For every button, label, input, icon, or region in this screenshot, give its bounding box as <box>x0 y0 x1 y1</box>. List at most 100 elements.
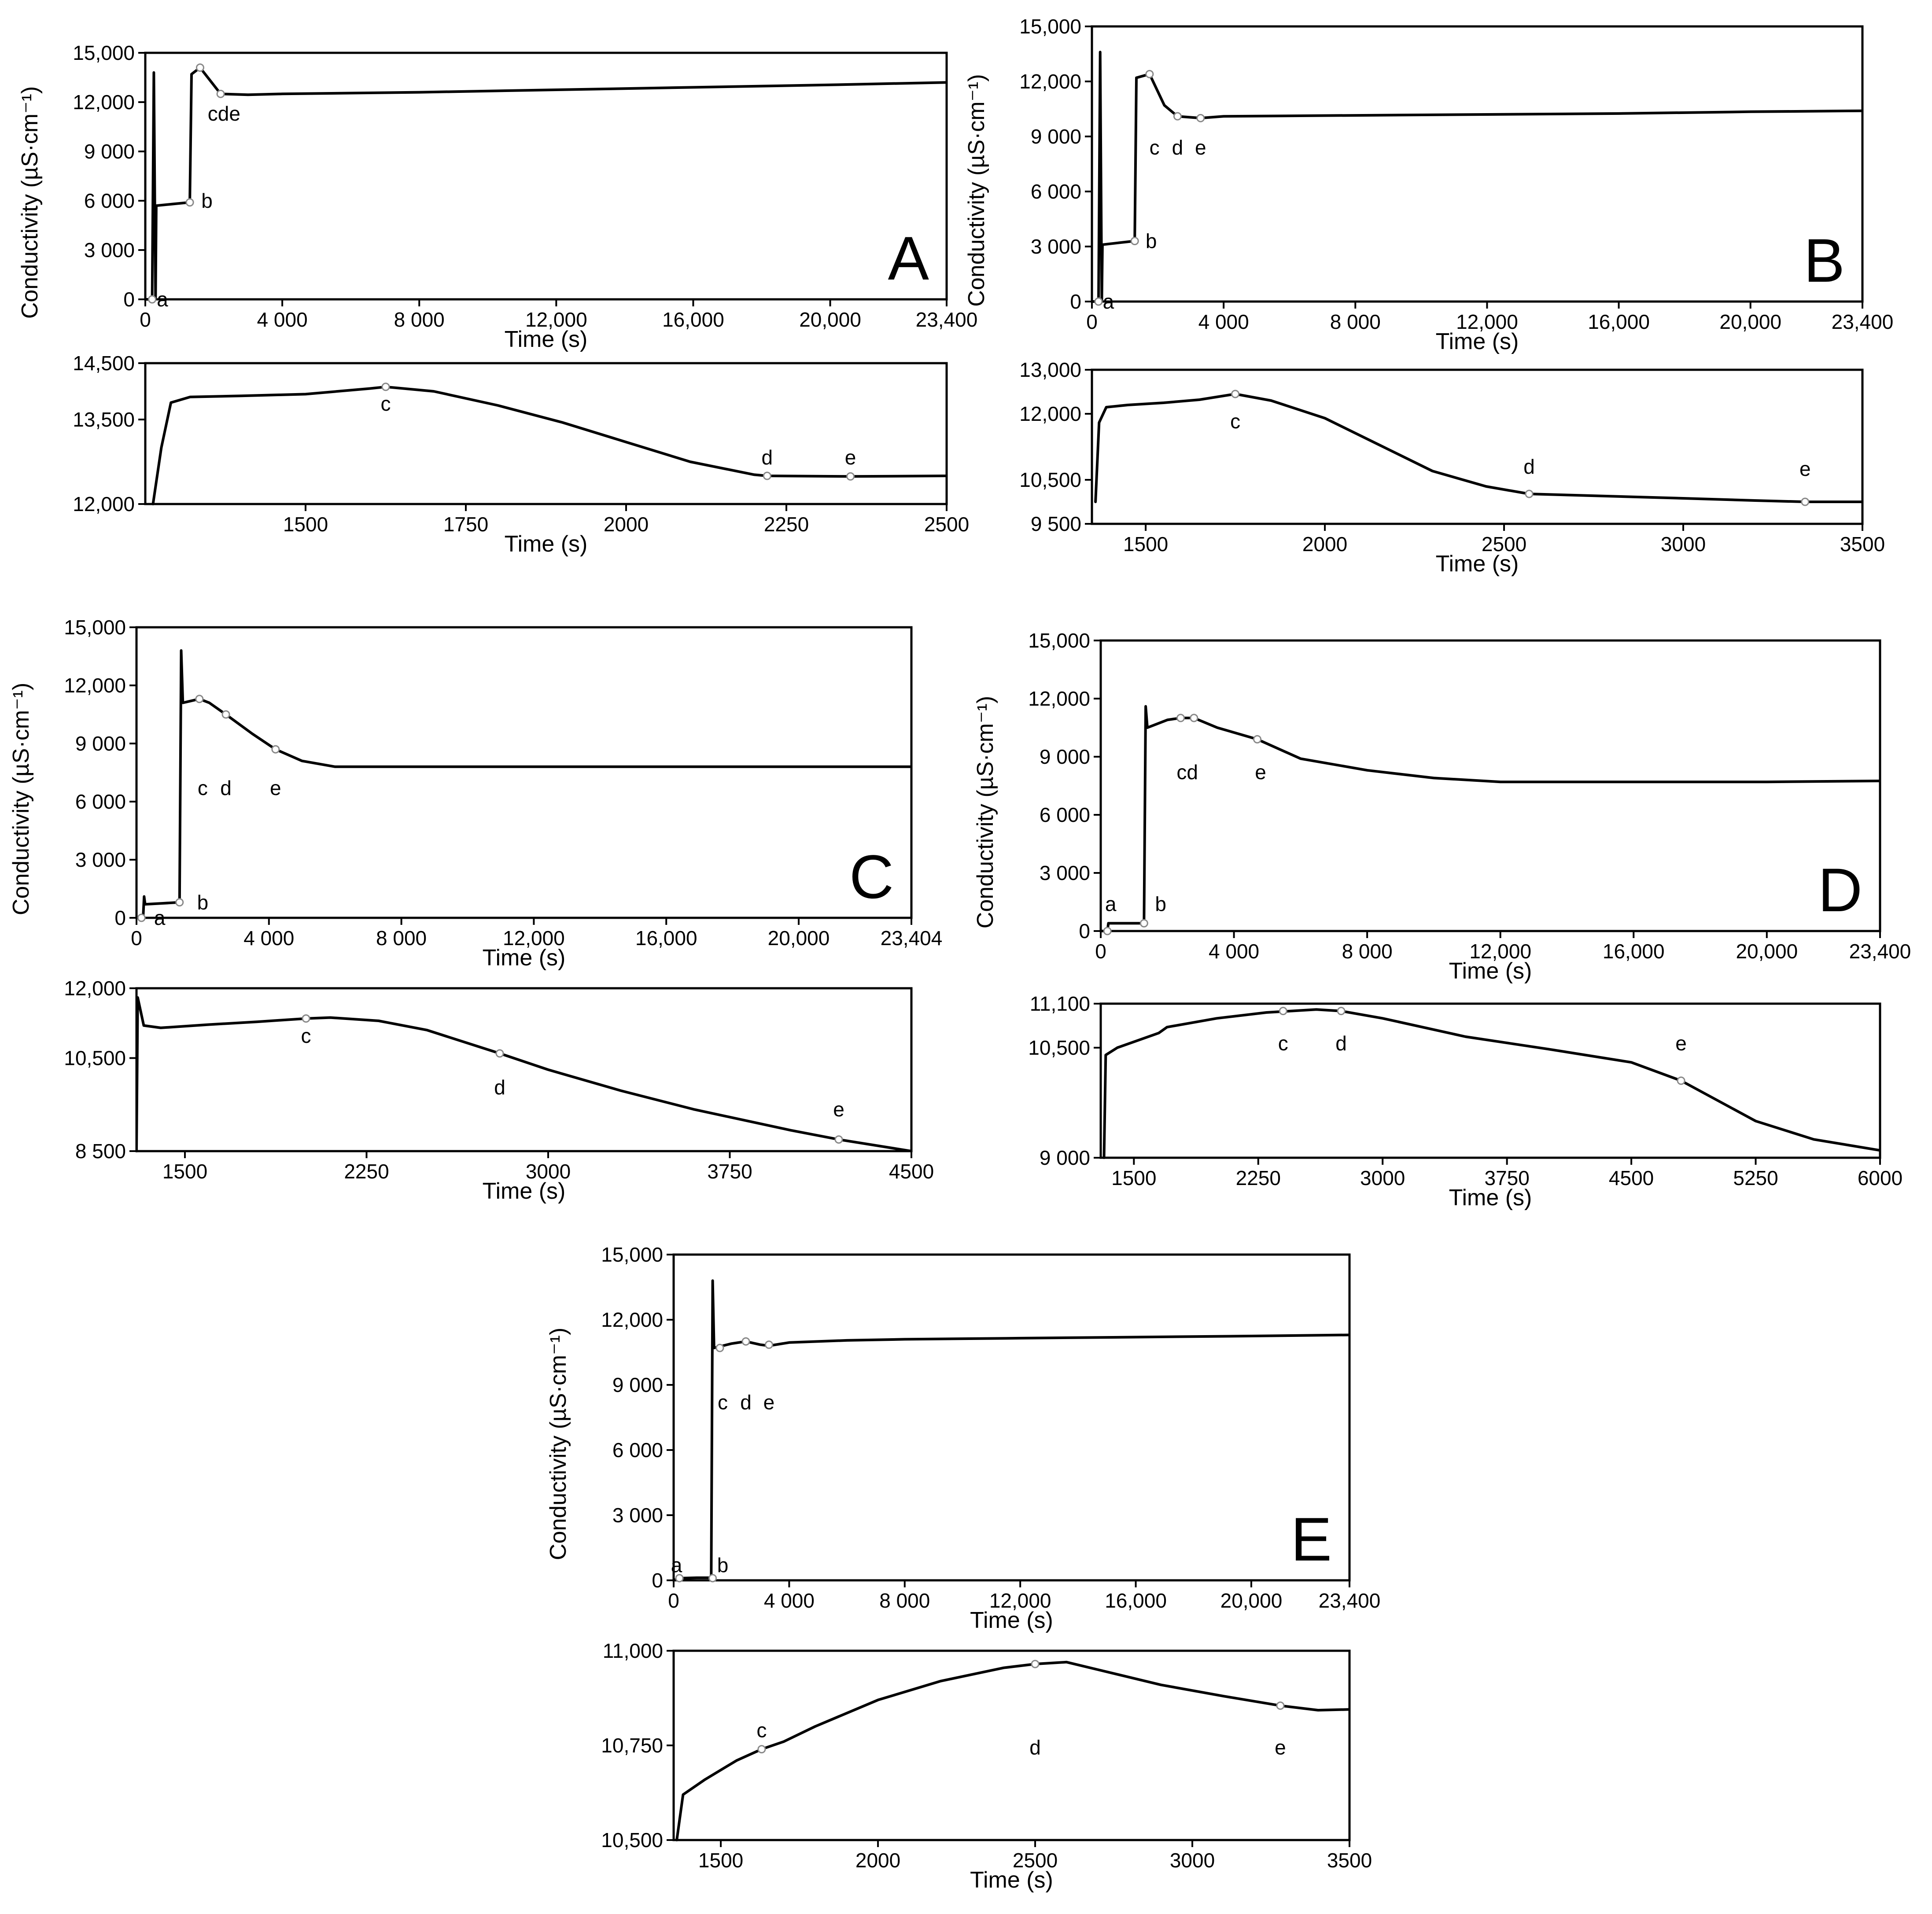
x-tick-label: 1750 <box>443 513 488 536</box>
point-label: d <box>762 446 773 469</box>
sample-point-marker <box>1103 927 1112 935</box>
x-tick-label: 20,000 <box>1220 1589 1283 1612</box>
sample-point-marker <box>1139 919 1148 928</box>
x-tick-label: 3750 <box>1484 1167 1529 1189</box>
y-tick-label: 12,000 <box>1028 687 1090 710</box>
y-tick-label: 12,000 <box>1019 402 1081 425</box>
x-axis-title: Time (s) <box>505 327 588 352</box>
y-tick-label: 3 000 <box>1040 861 1090 884</box>
point-label: e <box>763 1391 775 1413</box>
y-tick-label: 12,000 <box>73 493 135 515</box>
y-tick-label: 12,000 <box>73 91 135 114</box>
x-axis-title: Time (s) <box>970 1608 1053 1633</box>
sample-point-marker <box>1094 297 1103 306</box>
x-tick-label: 3000 <box>1170 1849 1215 1872</box>
y-tick-label: 9 000 <box>612 1373 663 1396</box>
sample-point-marker <box>715 1343 724 1352</box>
x-tick-label: 4500 <box>1609 1167 1654 1189</box>
x-tick-label: 3500 <box>1840 533 1885 556</box>
x-tick-label: 2000 <box>604 513 649 536</box>
y-tick-label: 0 <box>1079 920 1090 942</box>
point-label: e <box>1799 457 1811 480</box>
point-label: d <box>220 777 232 799</box>
sample-point-marker <box>1253 735 1262 744</box>
chart-E-full: 0 4 000 8 000 12,000 16,000 20,000 23,400 0 3 00… <box>546 1243 1380 1633</box>
y-tick-label: 8 500 <box>75 1140 126 1163</box>
x-tick-label: 2500 <box>1482 533 1526 556</box>
y-tick-label: 9 000 <box>1040 745 1090 768</box>
y-tick-label: 15,000 <box>1028 629 1090 652</box>
sample-point-marker <box>834 1135 843 1144</box>
x-tick-label: 2000 <box>1302 533 1347 556</box>
y-tick-label: 13,000 <box>1019 358 1081 381</box>
y-tick-label: 3 000 <box>1031 235 1081 258</box>
point-label: a <box>157 288 168 311</box>
point-label: e <box>1275 1736 1286 1759</box>
point-label: e <box>1195 136 1206 159</box>
y-tick-label: 6 000 <box>75 790 126 813</box>
x-tick-label: 8 000 <box>879 1589 930 1612</box>
series-line <box>136 649 911 919</box>
point-label: c <box>756 1719 767 1742</box>
y-tick-label: 10,500 <box>64 1047 126 1070</box>
x-tick-label: 23,404 <box>881 927 943 950</box>
sample-point-marker <box>846 472 855 481</box>
sample-point-marker <box>741 1337 750 1346</box>
sample-point-marker <box>221 710 230 719</box>
sample-point-marker <box>708 1574 717 1583</box>
y-tick-label: 9 000 <box>75 732 126 755</box>
chart-E-zoom: 1500 2000 2500 3000 3500 10,500 10,750 11,000 Ti… <box>601 1639 1372 1893</box>
x-tick-label: 3750 <box>707 1160 752 1183</box>
y-axis-title: Conductivity (µS·cm⁻¹) <box>546 1328 571 1560</box>
chart-B-full: 0 4 000 8 000 12,000 16,000 20,000 23,400 0 3 00… <box>964 15 1893 354</box>
x-tick-label: 8 000 <box>394 308 445 331</box>
x-tick-label: 3500 <box>1327 1849 1372 1872</box>
x-tick-label: 12,000 <box>503 927 565 950</box>
point-label: d <box>1523 455 1535 478</box>
x-tick-label: 23,400 <box>1849 940 1911 963</box>
sample-point-marker <box>1801 497 1810 506</box>
plot-frame <box>672 1253 1351 1582</box>
plot-frame <box>1091 368 1864 525</box>
point-label: d <box>740 1391 752 1413</box>
sample-point-marker <box>1173 112 1182 121</box>
y-tick-label: 15,000 <box>1019 15 1081 38</box>
sample-point-marker <box>302 1014 310 1023</box>
point-label: e <box>270 777 281 799</box>
point-label: d <box>1172 136 1184 159</box>
point-label: cd <box>1176 761 1198 784</box>
sample-point-marker <box>1196 114 1205 122</box>
plot-frame <box>144 52 948 301</box>
point-label: cde <box>208 102 240 125</box>
point-label: e <box>1255 761 1266 784</box>
point-label: c <box>718 1391 728 1413</box>
point-label: d <box>494 1076 505 1099</box>
x-tick-label: 20,000 <box>1719 310 1781 333</box>
x-tick-label: 4 000 <box>1209 940 1259 963</box>
x-tick-label: 3000 <box>526 1160 571 1183</box>
series-line <box>1094 393 1862 503</box>
sample-point-marker <box>495 1049 504 1058</box>
point-label: a <box>1103 290 1114 313</box>
x-tick-label: 4500 <box>889 1160 934 1183</box>
y-tick-label: 0 <box>1070 290 1081 313</box>
point-label: b <box>1155 892 1166 915</box>
y-tick-label: 12,000 <box>64 674 126 697</box>
x-tick-label: 6000 <box>1858 1167 1903 1189</box>
x-tick-label: 3000 <box>1360 1167 1405 1189</box>
series-line <box>151 385 947 505</box>
sample-point-marker <box>1176 714 1185 722</box>
x-tick-label: 20,000 <box>1736 940 1798 963</box>
x-tick-label: 2500 <box>1013 1849 1058 1872</box>
sample-point-marker <box>1279 1007 1287 1016</box>
y-tick-label: 15,000 <box>73 41 135 64</box>
x-tick-label: 4 000 <box>243 927 294 950</box>
y-tick-label: 15,000 <box>601 1243 663 1266</box>
sample-point-marker <box>195 63 204 72</box>
x-tick-label: 0 <box>1086 310 1098 333</box>
plot-frame <box>1091 25 1864 303</box>
y-tick-label: 9 000 <box>1040 1146 1090 1169</box>
y-tick-label: 6 000 <box>1040 803 1090 826</box>
